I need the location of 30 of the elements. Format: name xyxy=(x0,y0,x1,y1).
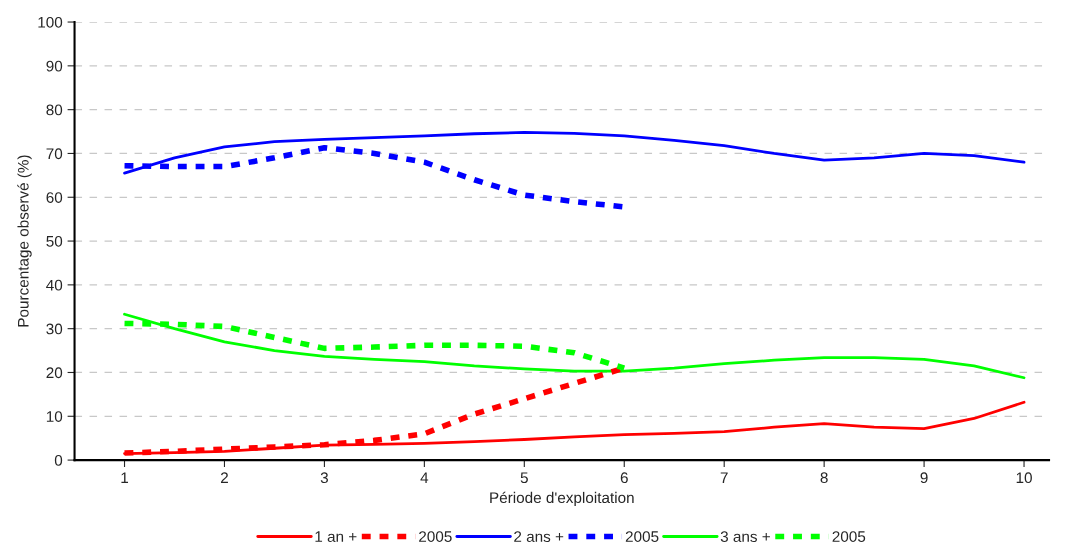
x-tick-label: 9 xyxy=(920,472,928,484)
y-tick-label: 30 xyxy=(46,323,63,335)
x-tick-label: 4 xyxy=(420,472,429,483)
x-tick-label: 3 xyxy=(320,472,328,484)
x-tick-label: 8 xyxy=(820,472,828,484)
legend-label: 2005 xyxy=(625,531,659,542)
y-tick-label: 80 xyxy=(46,104,63,116)
legend-label: 3 ans + xyxy=(720,531,770,542)
y-tick-label: 20 xyxy=(46,367,63,379)
x-tick-label: 2 xyxy=(220,472,228,483)
y-axis-title: Pourcentage observé (%) xyxy=(17,155,32,327)
legend-label: 2 ans + xyxy=(514,531,564,542)
y-tick-label: 60 xyxy=(46,192,63,203)
y-tick-label: 70 xyxy=(46,148,63,160)
y-tick-label: 0 xyxy=(54,454,63,466)
y-tick-label: 100 xyxy=(38,16,63,28)
x-tick-label: 6 xyxy=(620,472,628,484)
y-tick-label: 50 xyxy=(46,235,63,247)
y-tick-label: 10 xyxy=(46,411,63,422)
legend-label: 2005 xyxy=(832,531,866,542)
line-series xyxy=(123,312,1026,380)
x-tick-label: 1 xyxy=(121,472,129,483)
x-tick-label: 10 xyxy=(1016,472,1032,484)
y-tick-label: 40 xyxy=(46,279,63,291)
x-tick-label: 7 xyxy=(720,472,728,483)
legend-label: 1 an + xyxy=(315,531,357,542)
x-tick-label: 5 xyxy=(520,472,528,484)
legend-label: 2005 xyxy=(419,531,452,542)
x-axis-title: Période d'exploitation xyxy=(490,491,634,507)
y-tick-label: 90 xyxy=(46,60,63,72)
